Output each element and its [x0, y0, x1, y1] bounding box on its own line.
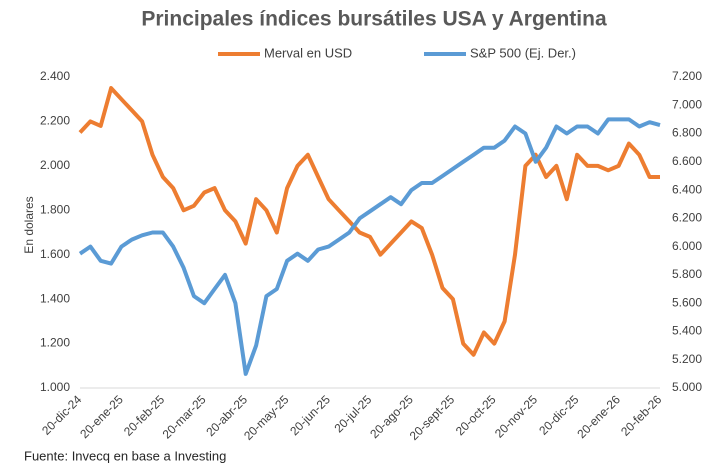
- x-tick-label: 20-may-25: [241, 392, 292, 443]
- y2-tick-label: 5.800: [672, 267, 702, 281]
- x-tick-label: 20-jun-25: [287, 392, 333, 438]
- y-axis-label: En dolares: [22, 196, 36, 253]
- x-tick-label: 20-sept-25: [407, 392, 458, 443]
- y-tick-label: 2.400: [40, 69, 70, 83]
- y2-tick-label: 7.000: [672, 97, 702, 111]
- y2-tick-label: 6.800: [672, 126, 702, 140]
- y-tick-label: 2.200: [40, 114, 70, 128]
- y2-tick-label: 5.600: [672, 295, 702, 309]
- legend-label: S&P 500 (Ej. Der.): [470, 45, 576, 60]
- data-line: [78, 86, 660, 357]
- source: Fuente: Invecq en base a Investing: [24, 448, 226, 463]
- data-line: [78, 117, 661, 376]
- y-tick-label: 1.200: [40, 336, 70, 350]
- y2-tick-label: 7.200: [672, 69, 702, 83]
- x-tick-label: 20-ene-25: [77, 392, 126, 441]
- x-tick-label: 20-feb-26: [618, 392, 664, 438]
- y-tick-label: 1.800: [40, 202, 70, 216]
- y-tick-label: 1.000: [40, 380, 70, 394]
- y2-tick-label: 5.000: [672, 380, 702, 394]
- y2-tick-label: 5.400: [672, 324, 702, 338]
- y-tick-label: 2.000: [40, 158, 70, 172]
- y-tick-label: 1.600: [40, 247, 70, 261]
- y2-tick-label: 6.600: [672, 154, 702, 168]
- legend-label: Merval en USD: [264, 45, 352, 60]
- y2-tick-label: 5.200: [672, 352, 702, 366]
- x-tick-label: 20-mar-25: [160, 392, 209, 441]
- x-tick-label: 20-nov-25: [492, 392, 540, 440]
- y-tick-label: 1.400: [40, 291, 70, 305]
- y2-tick-label: 6.000: [672, 239, 702, 253]
- x-tick-label: 20-ene-26: [574, 392, 623, 441]
- y2-tick-label: 6.200: [672, 211, 702, 225]
- chart-title: Principales índices bursátiles USA y Arg…: [141, 8, 607, 31]
- y2-tick-label: 6.400: [672, 182, 702, 196]
